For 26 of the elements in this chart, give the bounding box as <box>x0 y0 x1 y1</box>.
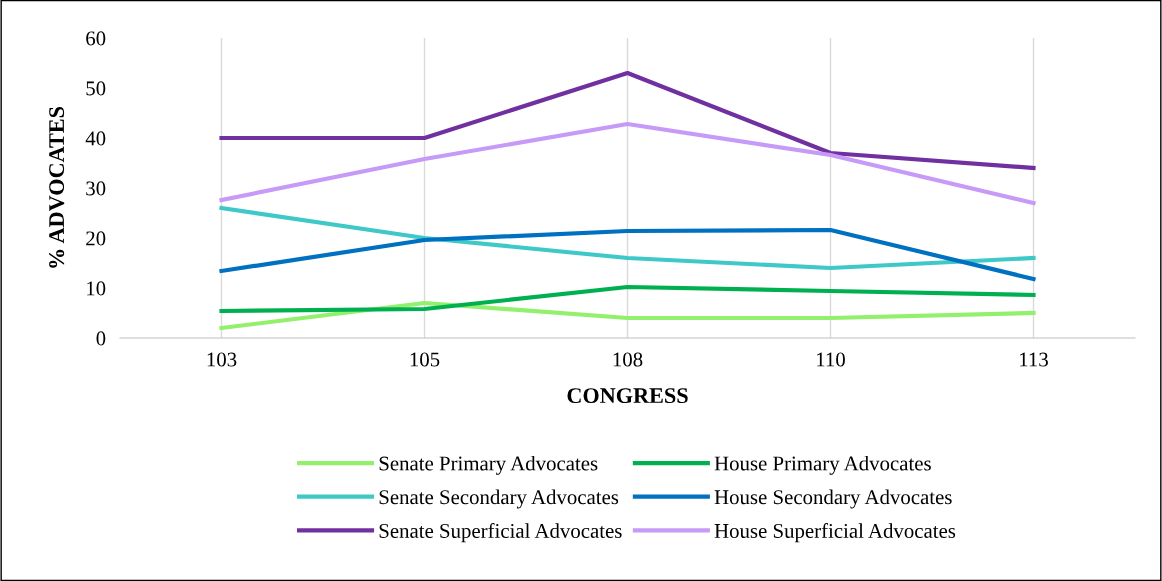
legend-label: House Superficial Advocates <box>714 523 956 543</box>
line-series <box>219 227 1036 282</box>
legend-label: House Secondary Advocates <box>714 489 952 509</box>
line-series <box>219 205 1036 271</box>
legend-label: Senate Secondary Advocates <box>379 489 619 509</box>
y-tick-label: 0 <box>96 331 106 346</box>
y-tick-label: 60 <box>86 31 106 46</box>
y-tick-label: 20 <box>86 231 106 246</box>
line-series <box>219 300 1036 331</box>
y-tick-label: 50 <box>86 81 106 96</box>
y-tick-label: 10 <box>87 281 106 296</box>
legend-label: Senate Primary Advocates <box>379 455 598 475</box>
x-axis-title: CONGRESS <box>567 388 688 404</box>
line-series <box>219 284 1036 314</box>
x-tick-label: 113 <box>1020 352 1048 367</box>
line-series <box>219 121 1036 206</box>
legend-label: House Primary Advocates <box>714 455 931 475</box>
y-axis-title: % ADVOCATES <box>49 106 65 268</box>
y-tick-label: 40 <box>85 131 106 146</box>
y-tick-label: 30 <box>86 181 106 196</box>
legend-label: Senate Superficial Advocates <box>379 523 622 543</box>
x-tick-label: 110 <box>817 352 845 367</box>
line-series <box>219 70 1036 171</box>
x-tick-label: 103 <box>207 352 237 367</box>
x-tick-label: 105 <box>410 352 440 367</box>
x-tick-label: 108 <box>613 352 643 367</box>
